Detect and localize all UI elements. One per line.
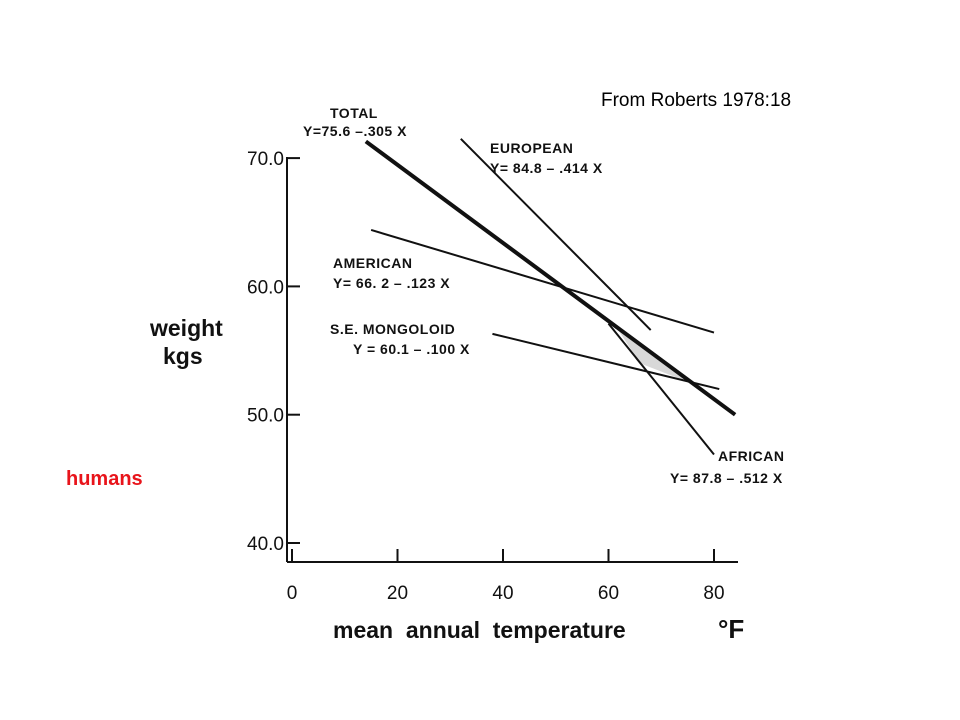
y-tick-label: 70.0 [247, 149, 284, 170]
series-line-american [370, 228, 715, 334]
series-line-total [364, 139, 737, 417]
regression-lines [364, 138, 737, 456]
series-label-european-equation: Y= 84.8 – .414 X [490, 160, 603, 176]
series-label-american-name: AMERICAN [333, 255, 412, 271]
series-label-european-name: EUROPEAN [490, 140, 573, 156]
series-label-african-equation: Y= 87.8 – .512 X [670, 470, 783, 486]
x-tick-label: 80 [703, 583, 724, 604]
x-tick-label: 0 [287, 583, 298, 604]
shaded-triangle [619, 331, 687, 382]
series-label-mongoloid-equation: Y = 60.1 – .100 X [353, 341, 470, 357]
series-line-european [460, 138, 652, 331]
series-labels: TOTAL Y=75.6 –.305 X EUROPEAN Y= 84.8 – … [303, 105, 785, 486]
axes [286, 157, 738, 563]
x-axis-unit: °F [718, 614, 744, 644]
x-tick-label: 40 [492, 583, 513, 604]
x-axis-title: mean annual temperature [333, 617, 626, 643]
series-label-african-name: AFRICAN [718, 448, 785, 464]
x-tick-label: 60 [598, 583, 619, 604]
y-axis-title-line2: kgs [163, 343, 203, 369]
y-tick-label: 50.0 [247, 406, 284, 427]
tick-marks: 40.0 50.0 60.0 70.0 0 20 40 60 80 [247, 149, 725, 604]
source-annotation: From Roberts 1978:18 [601, 90, 792, 111]
y-tick-label: 60.0 [247, 277, 284, 298]
humans-label: humans [66, 468, 143, 490]
shaded-region [619, 331, 687, 382]
series-label-total-equation: Y=75.6 –.305 X [303, 123, 407, 139]
series-label-total-name: TOTAL [330, 105, 378, 121]
series-line-african [607, 322, 715, 456]
y-tick-label: 40.0 [247, 534, 284, 555]
x-tick-label: 20 [387, 583, 408, 604]
y-axis-title-line1: weight [149, 315, 223, 341]
series-label-mongoloid-name: S.E. MONGOLOID [330, 321, 455, 337]
series-line-s-e-mongoloid [492, 332, 720, 391]
series-label-american-equation: Y= 66. 2 – .123 X [333, 275, 450, 291]
